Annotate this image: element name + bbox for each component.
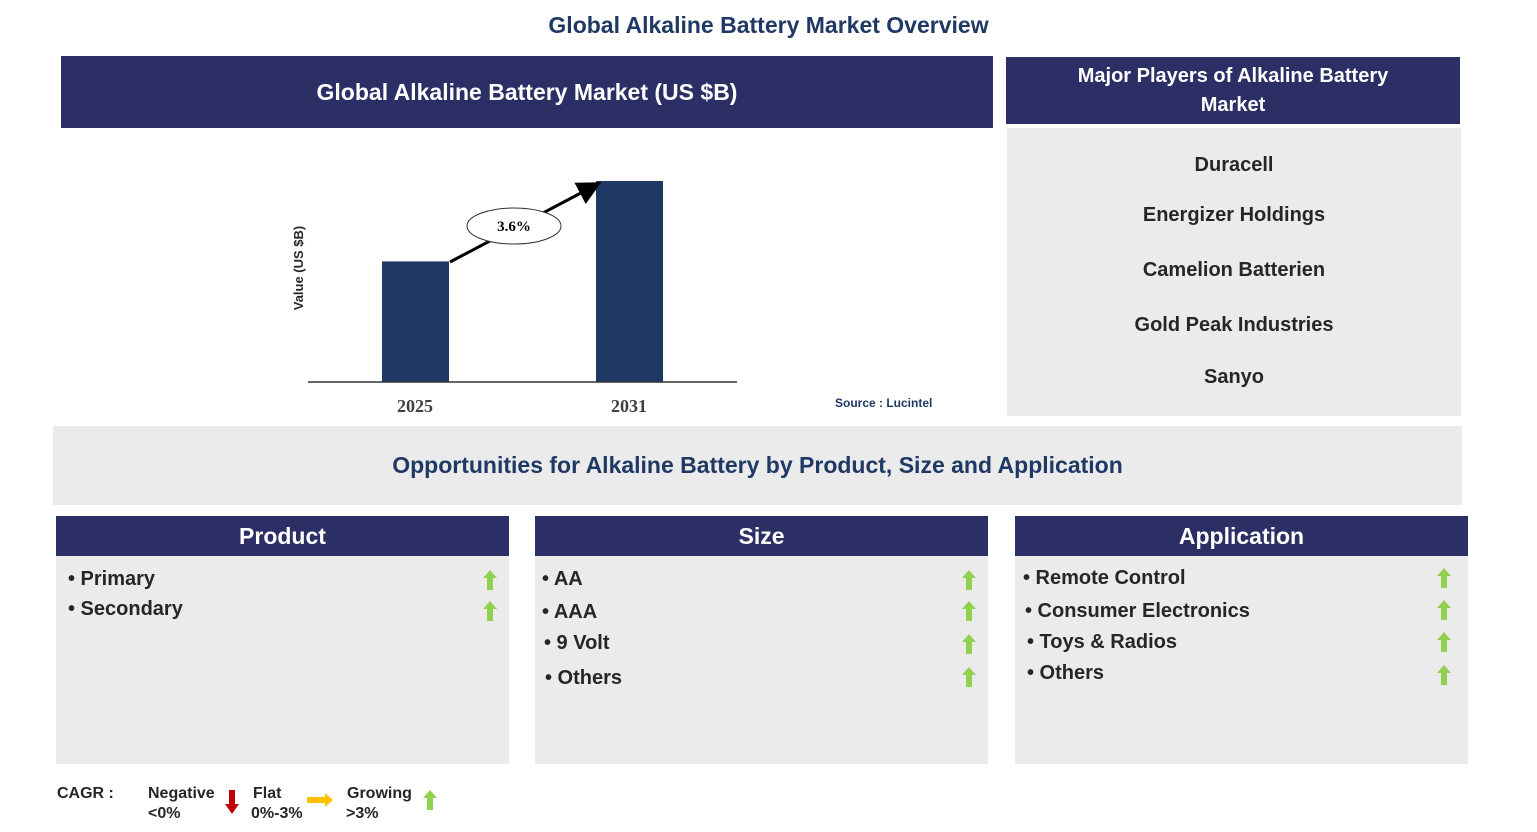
bar-2025 — [382, 261, 449, 382]
list-item: • AA — [542, 568, 583, 590]
player-item: Sanyo — [1203, 366, 1265, 388]
product-column: Product • Primary • Secondary — [56, 516, 509, 764]
list-item: • Remote Control — [1023, 567, 1186, 589]
opportunities-banner: Opportunities for Alkaline Battery by Pr… — [53, 426, 1462, 505]
legend-label: CAGR : — [57, 785, 114, 802]
legend-flat: Flat — [253, 785, 282, 802]
list-item: • Consumer Electronics — [1025, 600, 1250, 622]
list-item: • Primary — [68, 568, 156, 590]
list-item: • Toys & Radios — [1027, 631, 1177, 653]
legend-flat-range: 0%-3% — [251, 805, 303, 822]
list-item: • Others — [1027, 662, 1105, 684]
player-item: Energizer Holdings — [1142, 204, 1326, 226]
size-column: Size • AA • AAA • 9 Volt • Others — [535, 516, 988, 764]
bar-chart: Value (US $B) 2025 2031 3.6% Source : Luc… — [291, 181, 932, 416]
list-item: • 9 Volt — [544, 632, 610, 654]
page-title: Global Alkaline Battery Market Overview — [548, 12, 989, 38]
player-item: Duracell — [1194, 154, 1274, 176]
bar-2031 — [596, 181, 663, 382]
y-axis-label: Value (US $B) — [291, 226, 306, 311]
column-header: Application — [1015, 516, 1468, 556]
source-label: Source : Lucintel — [835, 396, 932, 410]
chart-header: Global Alkaline Battery Market (US $B) — [61, 56, 993, 128]
legend-negative: Negative — [148, 785, 215, 802]
player-item: Gold Peak Industries — [1134, 314, 1334, 336]
cagr-label: 3.6% — [497, 219, 531, 235]
list-item: • Others — [545, 667, 623, 689]
list-item: • Secondary — [68, 598, 183, 620]
legend-negative-range: <0% — [148, 805, 181, 822]
column-header: Size — [535, 516, 988, 556]
list-item: • AAA — [542, 601, 598, 623]
legend-growing: Growing — [347, 785, 412, 802]
x-tick-label: 2031 — [611, 396, 647, 416]
players-list: Duracell Energizer Holdings Camelion Bat… — [1007, 128, 1461, 416]
column-header: Product — [56, 516, 509, 556]
cagr-ellipse — [466, 207, 562, 245]
players-header: Major Players of Alkaline Battery Market — [1006, 57, 1460, 124]
player-item: Camelion Batterien — [1142, 259, 1326, 281]
application-column: Application • Remote Control • Consumer … — [1015, 516, 1468, 764]
legend-growing-range: >3% — [346, 805, 379, 822]
cagr-legend: CAGR : Negative <0% Flat 0%-3% Growing >… — [57, 785, 457, 830]
x-tick-label: 2025 — [397, 396, 433, 416]
